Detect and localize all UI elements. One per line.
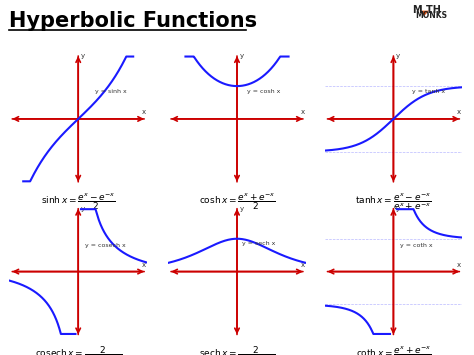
Text: M TH: M TH [413,5,441,15]
Text: y = cosech x: y = cosech x [85,243,126,248]
Text: y = sinh x: y = sinh x [95,89,127,94]
Text: $\mathrm{cosech}\, x = \dfrac{2}{e^x - e^{-x}}$: $\mathrm{cosech}\, x = \dfrac{2}{e^x - e… [35,344,122,355]
Text: y = coth x: y = coth x [400,243,433,248]
Text: $\tanh x = \dfrac{e^x - e^{-x}}{e^x + e^{-x}}$: $\tanh x = \dfrac{e^x - e^{-x}}{e^x + e^… [355,191,432,212]
Text: x: x [142,262,146,268]
Text: y: y [240,53,244,59]
Text: x: x [301,262,305,268]
Text: $\cosh x = \dfrac{e^x + e^{-x}}{2}$: $\cosh x = \dfrac{e^x + e^{-x}}{2}$ [199,191,275,212]
Text: y = sech x: y = sech x [242,241,275,246]
Text: y = cosh x: y = cosh x [247,89,281,94]
Text: x: x [301,109,305,115]
Text: Hyperbolic Functions: Hyperbolic Functions [9,11,257,31]
Text: $\mathrm{sech}\, x = \dfrac{2}{e^x + e^{-x}}$: $\mathrm{sech}\, x = \dfrac{2}{e^x + e^{… [199,344,275,355]
Text: y: y [81,53,85,59]
Text: x: x [457,109,461,115]
Text: x: x [457,262,461,268]
Text: MONKS: MONKS [415,11,447,20]
Text: y: y [396,206,401,212]
Text: y: y [81,206,85,212]
Text: y: y [396,53,401,59]
Text: $\sinh x = \dfrac{e^x - e^{-x}}{2}$: $\sinh x = \dfrac{e^x - e^{-x}}{2}$ [41,191,116,212]
Text: y: y [240,206,244,212]
Text: $\mathrm{coth}\, x = \dfrac{e^x + e^{-x}}{e^x - e^{-x}}$: $\mathrm{coth}\, x = \dfrac{e^x + e^{-x}… [356,344,431,355]
Text: x: x [142,109,146,115]
Text: y = tanh x: y = tanh x [412,89,446,94]
